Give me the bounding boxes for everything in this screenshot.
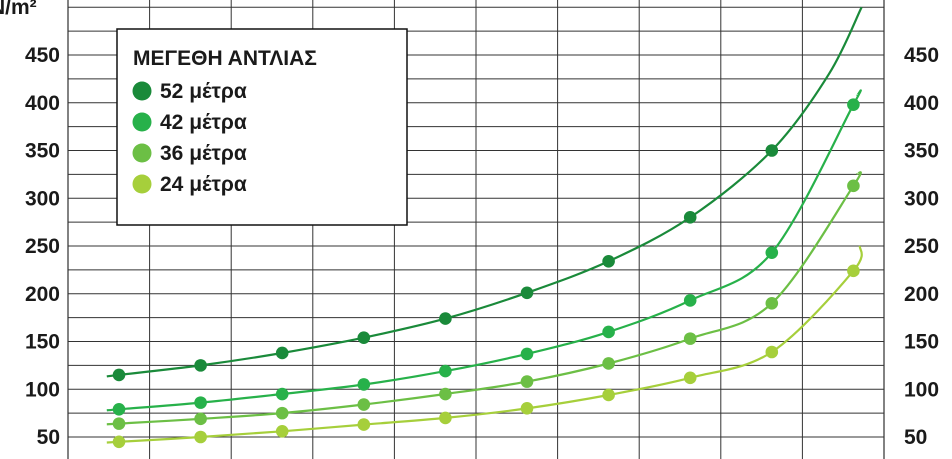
- data-point: [439, 312, 452, 325]
- series-3: [106, 171, 862, 430]
- legend: ΜΕΓΕΘΗ ΑΝΤΛΙΑΣ 52 μέτρα 42 μέτρα 36 μέτρα 2…: [116, 28, 408, 226]
- data-point: [683, 332, 697, 345]
- data-point: [275, 346, 289, 360]
- data-point: [683, 211, 697, 224]
- data-point: [194, 396, 207, 409]
- data-point: [602, 254, 615, 268]
- data-point: [194, 359, 207, 372]
- data-point: [275, 406, 289, 420]
- legend-label: 42 μέτρα: [160, 111, 247, 134]
- y-tick-label-left: 400: [25, 92, 60, 115]
- data-point: [194, 412, 207, 426]
- data-point: [357, 331, 371, 344]
- y-tick-label-right: 150: [904, 331, 939, 354]
- legend-marker: [132, 81, 152, 101]
- legend-label: 36 μέτρα: [160, 142, 247, 165]
- data-point: [112, 417, 126, 430]
- y-axis-unit-label: N/m²: [0, 0, 37, 19]
- series-2: [106, 89, 862, 416]
- data-point: [520, 375, 534, 388]
- y-tick-label-left: 300: [25, 187, 60, 210]
- data-point: [847, 98, 860, 111]
- data-point: [357, 398, 371, 411]
- y-tick-label-right: 200: [904, 283, 939, 306]
- data-point: [439, 411, 452, 425]
- y-tick-label-left: 100: [25, 378, 60, 401]
- data-point: [112, 403, 126, 416]
- y-tick-label-left: 50: [37, 426, 60, 449]
- data-point: [520, 402, 534, 415]
- data-point: [275, 424, 289, 438]
- data-point: [847, 179, 860, 193]
- legend-marker: [132, 112, 152, 132]
- legend-marker: [132, 174, 152, 194]
- data-point: [683, 371, 697, 385]
- data-point: [275, 387, 289, 401]
- legend-label: 24 μέτρα: [160, 173, 247, 196]
- data-point: [847, 264, 860, 278]
- data-point: [439, 364, 452, 378]
- legend-items: 52 μέτρα 42 μέτρα 36 μέτρα 24 μέτρα: [132, 80, 247, 196]
- y-tick-label-right: 450: [904, 44, 939, 67]
- y-axis-ticks: 50 50 100 100 150 150 200 200 250 250 300 300 350 350…: [25, 44, 939, 449]
- data-point: [683, 294, 697, 307]
- legend-marker: [132, 143, 152, 163]
- data-point: [194, 430, 207, 444]
- legend-title: ΜΕΓΕΘΗ ΑΝΤΛΙΑΣ: [133, 47, 317, 70]
- data-point: [765, 345, 779, 359]
- data-point: [520, 347, 534, 361]
- y-tick-label-right: 300: [904, 187, 939, 210]
- legend-label: 52 μέτρα: [160, 80, 247, 103]
- data-point: [112, 368, 126, 382]
- data-point: [602, 357, 615, 370]
- series-layer: [106, 6, 863, 449]
- y-tick-label-left: 350: [25, 140, 60, 163]
- legend-box: [116, 28, 408, 226]
- data-point: [357, 378, 371, 391]
- data-point: [357, 418, 371, 431]
- data-point: [602, 325, 615, 339]
- y-tick-label-right: 400: [904, 92, 939, 115]
- data-point: [602, 388, 615, 402]
- y-tick-label-left: 150: [25, 331, 60, 354]
- data-point: [765, 144, 779, 157]
- y-tick-label-left: 250: [25, 235, 60, 258]
- data-point: [765, 297, 779, 310]
- y-tick-label-left: 200: [25, 283, 60, 306]
- data-point: [112, 435, 126, 449]
- data-point: [765, 246, 779, 259]
- data-point: [439, 387, 452, 401]
- series-1: [106, 6, 863, 382]
- data-point: [520, 286, 534, 300]
- y-tick-label-right: 100: [904, 378, 939, 401]
- y-tick-label-right: 250: [904, 235, 939, 258]
- y-tick-label-left: 450: [25, 44, 60, 67]
- y-tick-label-right: 50: [904, 426, 927, 449]
- series-4: [106, 245, 863, 449]
- y-tick-label-right: 350: [904, 140, 939, 163]
